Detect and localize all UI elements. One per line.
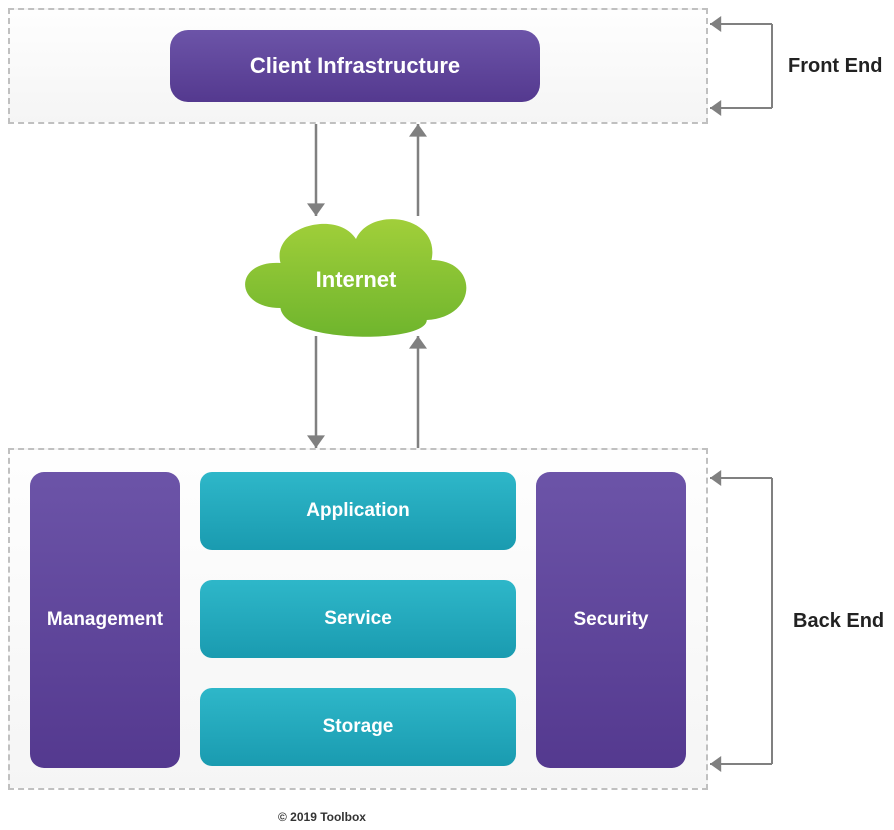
node-service: Service	[200, 580, 516, 658]
node-management: Management	[30, 472, 180, 768]
label-frontend: Front End	[788, 55, 882, 78]
node-label: Management	[47, 609, 163, 631]
label-backend: Back End	[793, 610, 884, 633]
node-application: Application	[200, 472, 516, 550]
node-client-infrastructure: Client Infrastructure	[170, 30, 540, 102]
cloud-internet: Internet	[238, 200, 474, 350]
node-label: Storage	[323, 716, 394, 738]
cloud-label: Internet	[238, 267, 474, 293]
copyright-footer: © 2019 Toolbox	[278, 810, 366, 824]
node-label: Service	[324, 608, 392, 630]
node-security: Security	[536, 472, 686, 768]
node-label: Security	[574, 609, 649, 631]
node-storage: Storage	[200, 688, 516, 766]
node-label: Application	[306, 500, 409, 522]
node-label: Client Infrastructure	[250, 53, 460, 79]
